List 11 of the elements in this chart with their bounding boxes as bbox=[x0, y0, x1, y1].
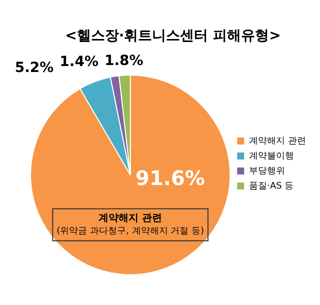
legend-label: 계약해지 관련 bbox=[249, 136, 306, 146]
data-label: 1.4% bbox=[60, 54, 98, 70]
legend-label: 계약불이행 bbox=[249, 151, 294, 162]
data-label: 5.2% bbox=[14, 60, 54, 76]
legend-label: 부당행위 bbox=[249, 166, 286, 176]
chart-title: <헬스장·휘트니스센터 피해유형> bbox=[65, 28, 281, 44]
data-label: 1.8% bbox=[104, 52, 144, 69]
text: (위약금 과다청구, 계약해지 거절 등) bbox=[56, 226, 204, 237]
legend-label: 품질·AS 등 bbox=[249, 181, 294, 192]
text: 계약해지 관련 bbox=[98, 212, 162, 224]
data-label: 91.6% bbox=[136, 166, 205, 190]
